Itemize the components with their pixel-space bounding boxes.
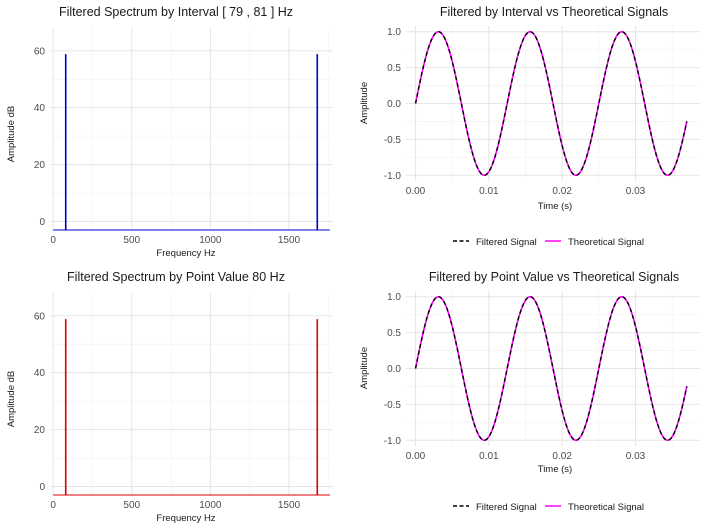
y-tick-label: 0.0 bbox=[387, 99, 401, 110]
legend: Filtered Signal Theoretical Signal bbox=[453, 237, 644, 248]
y-tick-label: 60 bbox=[34, 46, 46, 57]
plot-area: 0 500 1000 1500 0 20 40 60 bbox=[34, 293, 333, 511]
panel-spectrum-point: Filtered Spectrum by Point Value 80 Hz A… bbox=[6, 270, 333, 524]
x-tick-label: 0.01 bbox=[479, 186, 499, 197]
plot-area: 0.00 0.01 0.02 0.03 -1.0 -0.5 0.0 0.5 1.0 bbox=[384, 291, 700, 462]
y-axis-label: Amplitude dB bbox=[6, 106, 17, 163]
x-axis-label: Time (s) bbox=[538, 464, 572, 475]
legend: Filtered Signal Theoretical Signal bbox=[453, 502, 644, 513]
x-tick-label: 0.01 bbox=[479, 451, 499, 462]
y-tick-label: 1.0 bbox=[387, 27, 401, 38]
x-tick-label: 500 bbox=[123, 235, 140, 246]
y-axis-label: Amplitude bbox=[359, 347, 370, 389]
y-tick-label: 0.5 bbox=[387, 328, 401, 339]
chart-title: Filtered Spectrum by Interval [ 79 , 81 … bbox=[59, 5, 293, 19]
panel-spectrum-interval: Filtered Spectrum by Interval [ 79 , 81 … bbox=[6, 5, 333, 259]
y-tick-label: -0.5 bbox=[384, 400, 402, 411]
legend-label-theoretical-signal: Theoretical Signal bbox=[568, 237, 644, 248]
y-tick-label: 60 bbox=[34, 311, 46, 322]
panel-signal-point: Filtered by Point Value vs Theoretical S… bbox=[359, 270, 700, 513]
x-tick-label: 1500 bbox=[278, 235, 301, 246]
y-tick-label: 0 bbox=[39, 482, 45, 493]
series-filtered-signal bbox=[414, 296, 688, 441]
x-tick-label: 0.02 bbox=[552, 451, 572, 462]
y-axis-label: Amplitude bbox=[359, 82, 370, 124]
legend-label-filtered-signal: Filtered Signal bbox=[476, 502, 537, 513]
y-tick-label: -0.5 bbox=[384, 135, 402, 146]
y-tick-label: 40 bbox=[34, 368, 46, 379]
plot-area: 0 500 1000 1500 0 20 40 60 bbox=[34, 28, 333, 246]
x-tick-label: 1500 bbox=[278, 500, 301, 511]
y-tick-label: 1.0 bbox=[387, 292, 401, 303]
plot-area: 0.00 0.01 0.02 0.03 -1.0 -0.5 0.0 0.5 1.0 bbox=[384, 26, 700, 197]
x-tick-label: 0.03 bbox=[626, 451, 646, 462]
x-tick-label: 0.00 bbox=[406, 451, 426, 462]
y-tick-label: 20 bbox=[34, 425, 46, 436]
y-tick-label: -1.0 bbox=[384, 436, 402, 447]
x-tick-label: 1000 bbox=[199, 235, 222, 246]
x-tick-label: 500 bbox=[123, 500, 140, 511]
y-tick-label: 20 bbox=[34, 160, 46, 171]
y-axis-label: Amplitude dB bbox=[6, 371, 17, 428]
x-tick-label: 1000 bbox=[199, 500, 222, 511]
x-tick-label: 0.03 bbox=[626, 186, 646, 197]
y-tick-label: 0.0 bbox=[387, 364, 401, 375]
x-tick-label: 0.02 bbox=[552, 186, 572, 197]
series-filtered-signal bbox=[414, 31, 688, 176]
y-tick-label: -1.0 bbox=[384, 171, 402, 182]
chart-title: Filtered by Point Value vs Theoretical S… bbox=[429, 270, 679, 284]
y-tick-label: 0.5 bbox=[387, 63, 401, 74]
x-axis-label: Frequency Hz bbox=[156, 248, 215, 259]
x-tick-label: 0.00 bbox=[406, 186, 426, 197]
chart-title: Filtered by Interval vs Theoretical Sign… bbox=[440, 5, 668, 19]
x-tick-label: 0 bbox=[50, 235, 56, 246]
y-tick-label: 0 bbox=[39, 217, 45, 228]
y-tick-label: 40 bbox=[34, 103, 46, 114]
chart-title: Filtered Spectrum by Point Value 80 Hz bbox=[67, 270, 285, 284]
x-axis-label: Frequency Hz bbox=[156, 513, 215, 524]
legend-label-filtered-signal: Filtered Signal bbox=[476, 237, 537, 248]
legend-label-theoretical-signal: Theoretical Signal bbox=[568, 502, 644, 513]
x-tick-label: 0 bbox=[50, 500, 56, 511]
panel-signal-interval: Filtered by Interval vs Theoretical Sign… bbox=[359, 5, 700, 248]
x-axis-label: Time (s) bbox=[538, 201, 572, 212]
